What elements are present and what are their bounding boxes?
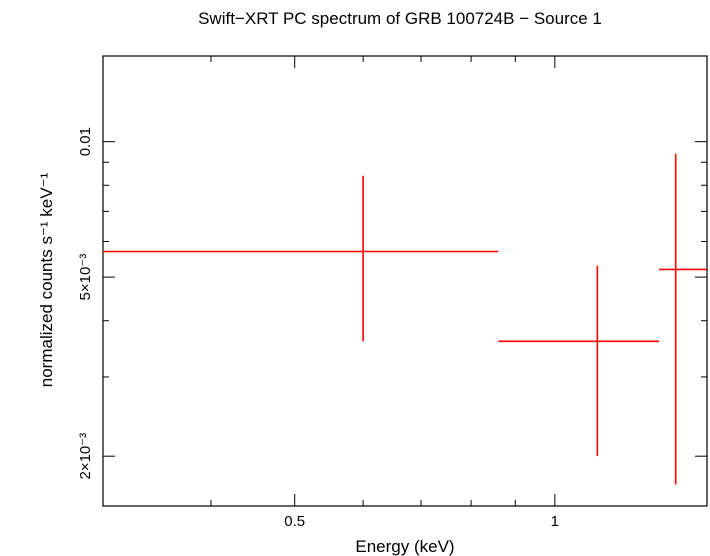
y-tick-label: 0.01	[77, 127, 94, 156]
tick-labels: 0.5 1 2×10⁻³ 5×10⁻³ 0.01	[77, 127, 559, 530]
plot-frame	[102, 55, 708, 507]
y-tick-label: 5×10⁻³	[77, 254, 94, 301]
minor-ticks	[103, 56, 707, 506]
y-tick-label: 2×10⁻³	[77, 433, 94, 480]
y-axis-label: normalized counts s⁻¹ keV⁻¹	[37, 172, 56, 387]
chart-title: Swift−XRT PC spectrum of GRB 100724B − S…	[198, 9, 602, 28]
x-tick-label: 1	[551, 513, 559, 530]
x-axis-label: Energy (keV)	[355, 537, 454, 556]
x-tick-label: 0.5	[284, 513, 305, 530]
data-layer	[103, 153, 707, 485]
major-ticks	[103, 56, 707, 506]
